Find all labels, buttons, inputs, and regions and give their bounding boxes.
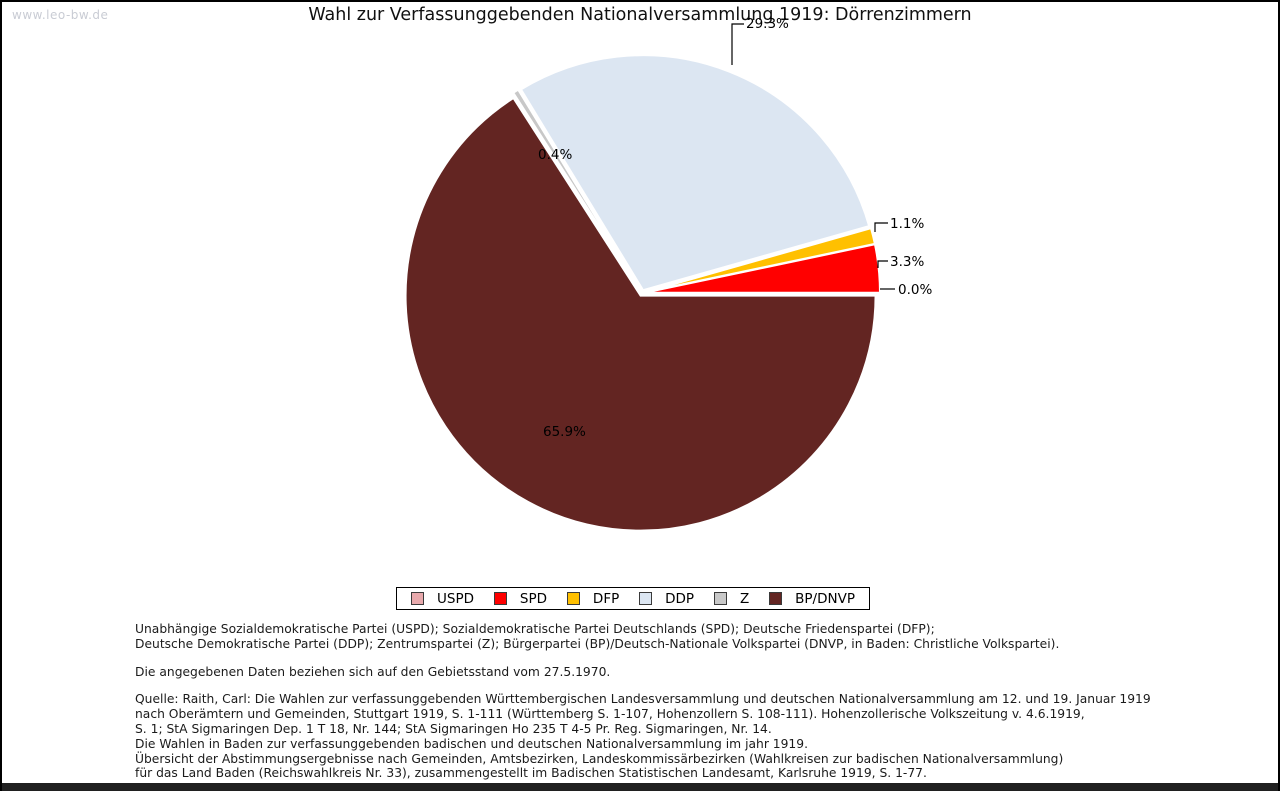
legend-label-ddp: DDP — [665, 590, 695, 607]
legend-swatch-ddp — [639, 592, 653, 605]
footer-notes: Unabhängige Sozialdemokratische Partei (… — [135, 622, 1235, 791]
pct-label-ddp: 29.3% — [746, 16, 789, 32]
legend-item-bp-dnvp: BP/DNVP — [769, 591, 855, 607]
source-line: S. 1; StA Sigmaringen Dep. 1 T 18, Nr. 1… — [135, 721, 772, 736]
chart-title: Wahl zur Verfassunggebenden Nationalvers… — [308, 5, 972, 25]
legend-item-dfp: DFP — [566, 590, 620, 607]
legend-item-z: Z — [713, 590, 750, 607]
pct-label-z: 0.4% — [538, 147, 572, 163]
legend-label-uspd: USPD — [437, 590, 474, 607]
legend-label-dfp: DFP — [592, 590, 620, 607]
legend-swatch-spd — [493, 592, 507, 605]
pie-slice-z — [511, 88, 642, 292]
legend-swatch-z — [713, 592, 727, 605]
pie-slice-dfp — [644, 226, 877, 294]
legend-label-spd: SPD — [519, 590, 548, 607]
chart-legend: USPD SPD DFP DDP Z BP/DNVP — [396, 587, 870, 610]
pie-chart: 0.0% 3.3% 1.1% 29.3% 0.4% 65.9% — [404, 16, 932, 532]
party-abbreviation-note: Unabhängige Sozialdemokratische Partei (… — [135, 622, 1235, 652]
source-note: Quelle: Raith, Carl: Die Wahlen zur verf… — [135, 692, 1235, 781]
callout-line-dfp — [874, 222, 888, 232]
note-line: Die angegebenen Daten beziehen sich auf … — [135, 664, 611, 679]
territorial-status-note: Die angegebenen Daten beziehen sich auf … — [135, 665, 1235, 680]
source-line: nach Oberämtern und Gemeinden, Stuttgart… — [135, 707, 1085, 722]
pie-slice-ddp — [519, 54, 871, 292]
note-line: Unabhängige Sozialdemokratische Partei (… — [135, 622, 935, 636]
source-line: für das Land Baden (Reichswahlkreis Nr. … — [135, 766, 927, 781]
bottom-border-bar — [2, 783, 1278, 791]
note-line: Deutsche Demokratische Partei (DDP); Zen… — [135, 636, 1060, 651]
legend-item-uspd: USPD — [411, 591, 474, 607]
source-line: Die Wahlen in Baden zur verfassunggebend… — [135, 736, 808, 751]
legend-item-spd: SPD — [493, 590, 548, 607]
pct-label-spd: 3.3% — [890, 254, 924, 270]
pct-label-bp-dnvp: 65.9% — [543, 424, 586, 440]
legend-label-bp-dnvp: BP/DNVP — [795, 590, 855, 607]
callout-line-spd — [877, 260, 888, 268]
watermark: www.leo-bw.de — [12, 8, 109, 22]
legend-item-ddp: DDP — [639, 591, 694, 607]
callout-line-ddp — [731, 23, 744, 65]
legend-swatch-bp-dnvp — [769, 592, 783, 605]
pie-slice-bp-dnvp — [404, 96, 877, 532]
legend-swatch-dfp — [566, 592, 580, 605]
pct-label-dfp: 1.1% — [890, 216, 924, 232]
source-line: Übersicht der Abstimmungsergebnisse nach… — [135, 751, 1064, 766]
legend-label-z: Z — [739, 590, 750, 607]
legend-swatch-uspd — [411, 592, 424, 605]
source-line: Quelle: Raith, Carl: Die Wahlen zur verf… — [135, 692, 1151, 707]
pct-label-uspd: 0.0% — [898, 282, 932, 298]
